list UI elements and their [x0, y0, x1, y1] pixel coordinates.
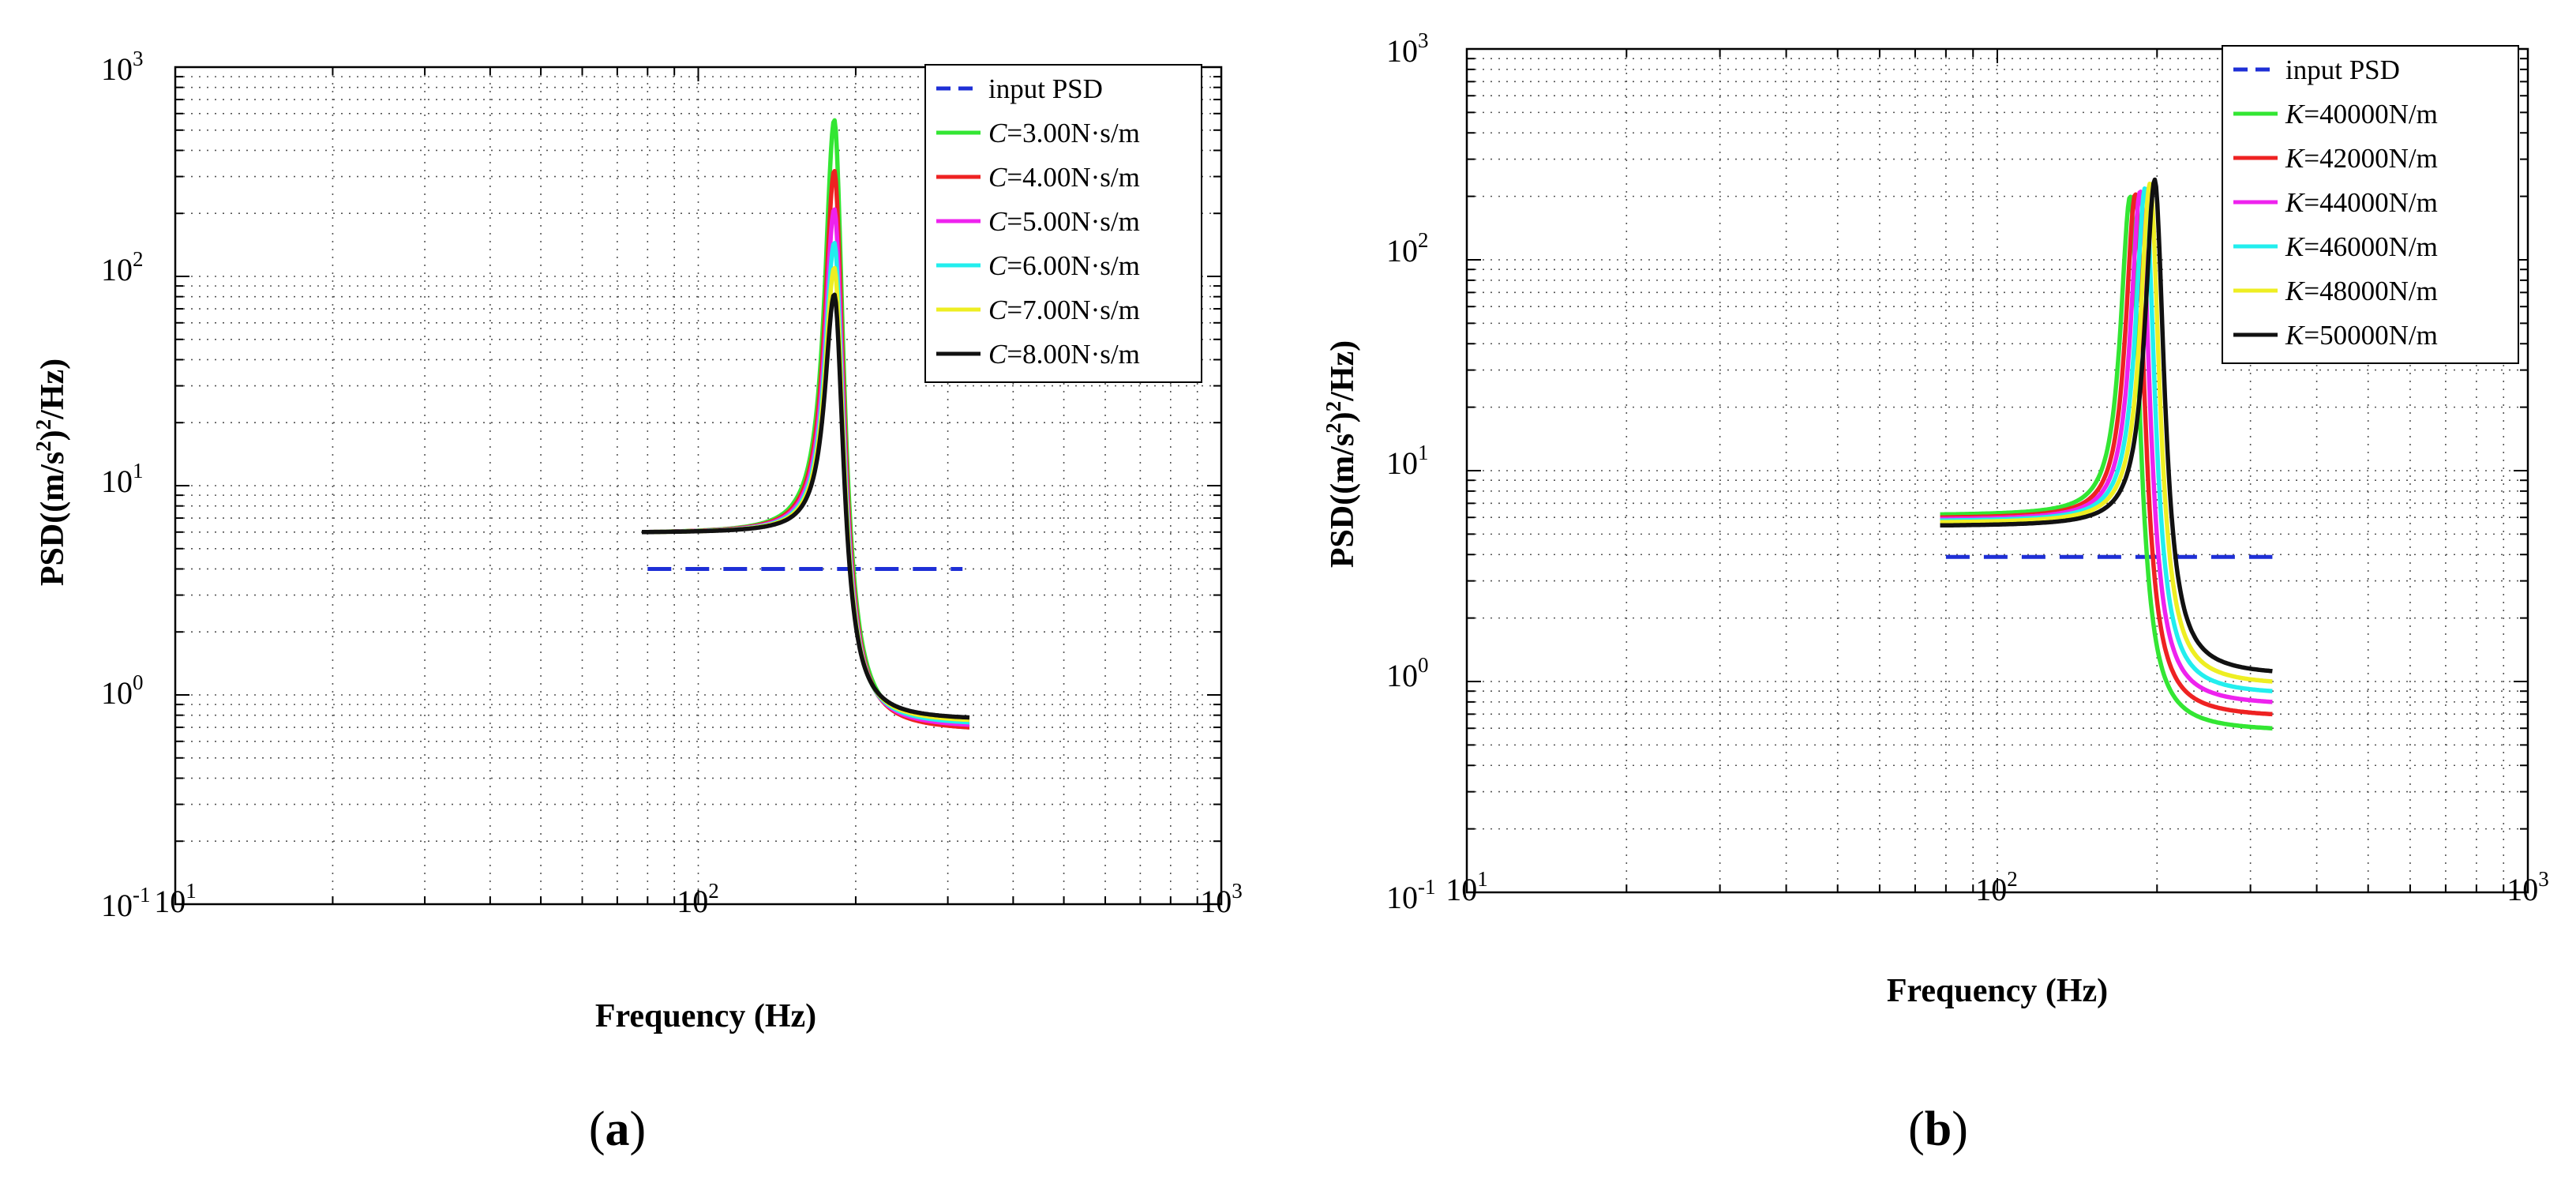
y-axis-label: PSD((m/s2)2/Hz) — [1322, 340, 1361, 568]
series-line — [1939, 181, 2274, 684]
y-tick-label: 102 — [101, 247, 144, 287]
legend-label-variable: C — [988, 162, 1007, 193]
legend-label-value: =48000N/m — [2304, 276, 2437, 306]
series-line — [1939, 194, 2274, 730]
legend-label-variable: K — [2285, 187, 2305, 218]
legend-label-value: =4.00N·s/m — [1007, 162, 1140, 193]
x-tick-label: 101 — [154, 879, 197, 919]
legend-label-value: input PSD — [988, 73, 1103, 104]
legend-label-value: =42000N/m — [2304, 143, 2437, 174]
legend-label: C=5.00N·s/m — [988, 206, 1140, 237]
ticks-a — [174, 67, 1221, 905]
legend-label-value: =46000N/m — [2304, 231, 2437, 262]
y-tick-label: 101 — [1386, 441, 1429, 481]
legend-box — [2222, 45, 2519, 364]
series-line — [640, 207, 971, 727]
grid-a — [175, 67, 1221, 904]
legend-a: input PSDC=3.00N·s/mC=4.00N·s/mC=5.00N·s… — [924, 64, 1202, 383]
panel-label-a: (a) — [589, 1102, 646, 1156]
legend-label-variable: C — [988, 250, 1007, 281]
series-group-b — [1939, 177, 2274, 730]
legend-label-variable: C — [988, 118, 1007, 148]
legend-label-value: =6.00N·s/m — [1007, 250, 1140, 281]
legend-label: C=4.00N·s/m — [988, 162, 1140, 193]
legend-label: C=3.00N·s/m — [988, 118, 1140, 148]
series-line — [1939, 177, 2274, 674]
legend-label-variable: K — [2285, 143, 2305, 174]
legend-label-value: =8.00N·s/m — [1007, 339, 1140, 370]
x-tick-label: 102 — [677, 879, 719, 919]
ticks-b — [1466, 49, 2528, 893]
legend-label-variable: C — [988, 295, 1007, 325]
legend-label-value: =3.00N·s/m — [1007, 118, 1140, 148]
y-tick-label: 103 — [1386, 28, 1429, 69]
y-tick-label: 10-1 — [1386, 875, 1436, 915]
series-line — [640, 265, 971, 723]
series-line — [640, 118, 971, 730]
legend-label-value: =40000N/m — [2304, 99, 2437, 130]
panel-label-b: (b) — [1908, 1102, 1968, 1156]
y-tick-label: 103 — [101, 47, 144, 87]
legend-label-value: =44000N/m — [2304, 187, 2437, 218]
legend-label: K=48000N/m — [2285, 276, 2438, 306]
chart-panel-a: 101 102 103 10-1 100 101 102 103 Frequen… — [32, 47, 1243, 1156]
x-axis-label: Frequency (Hz) — [1887, 973, 2108, 1009]
legend-label: C=8.00N·s/m — [988, 339, 1140, 370]
legend-label-value: =5.00N·s/m — [1007, 206, 1140, 237]
legend-label: K=50000N/m — [2285, 320, 2438, 351]
x-tick-label: 101 — [1445, 867, 1488, 907]
legend-label-variable: K — [2285, 99, 2305, 130]
legend-label: input PSD — [988, 73, 1103, 104]
legend-label-variable: K — [2285, 320, 2305, 351]
x-tick-label: 103 — [1200, 879, 1243, 919]
chart-panel-b: 101 102 103 10-1 100 101 102 103 Frequen… — [1322, 28, 2549, 1156]
legend-label-variable: K — [2285, 276, 2305, 306]
x-axis-label: Frequency (Hz) — [595, 998, 816, 1034]
legend-label-value: =50000N/m — [2304, 320, 2437, 351]
legend-label: K=40000N/m — [2285, 99, 2438, 130]
series-group-a — [640, 118, 971, 730]
y-axis-label: PSD((m/s2)2/Hz) — [32, 359, 71, 586]
legend-label: K=46000N/m — [2285, 231, 2438, 262]
y-tick-label: 100 — [1386, 653, 1429, 693]
legend-label: K=42000N/m — [2285, 143, 2438, 174]
legend-label: C=6.00N·s/m — [988, 250, 1140, 281]
legend-label-value: =7.00N·s/m — [1007, 295, 1140, 325]
y-tick-label: 101 — [101, 459, 144, 499]
series-line — [640, 292, 971, 720]
legend-b: input PSDK=40000N/mK=42000N/mK=44000N/mK… — [2222, 45, 2519, 364]
y-tick-label: 102 — [1386, 228, 1429, 268]
series-line — [640, 168, 971, 730]
legend-label-value: input PSD — [2285, 54, 2400, 85]
y-tick-label: 10-1 — [101, 883, 151, 923]
y-tick-label: 100 — [101, 670, 144, 711]
legend-box — [924, 64, 1202, 383]
legend-label-variable: C — [988, 339, 1007, 370]
x-tick-label: 102 — [1975, 867, 2018, 907]
legend-label: C=7.00N·s/m — [988, 295, 1140, 325]
legend-label: input PSD — [2285, 54, 2400, 85]
legend-label-variable: C — [988, 206, 1007, 237]
x-tick-label: 103 — [2507, 867, 2549, 907]
legend-label-variable: K — [2285, 231, 2305, 262]
legend-label: K=44000N/m — [2285, 187, 2438, 218]
